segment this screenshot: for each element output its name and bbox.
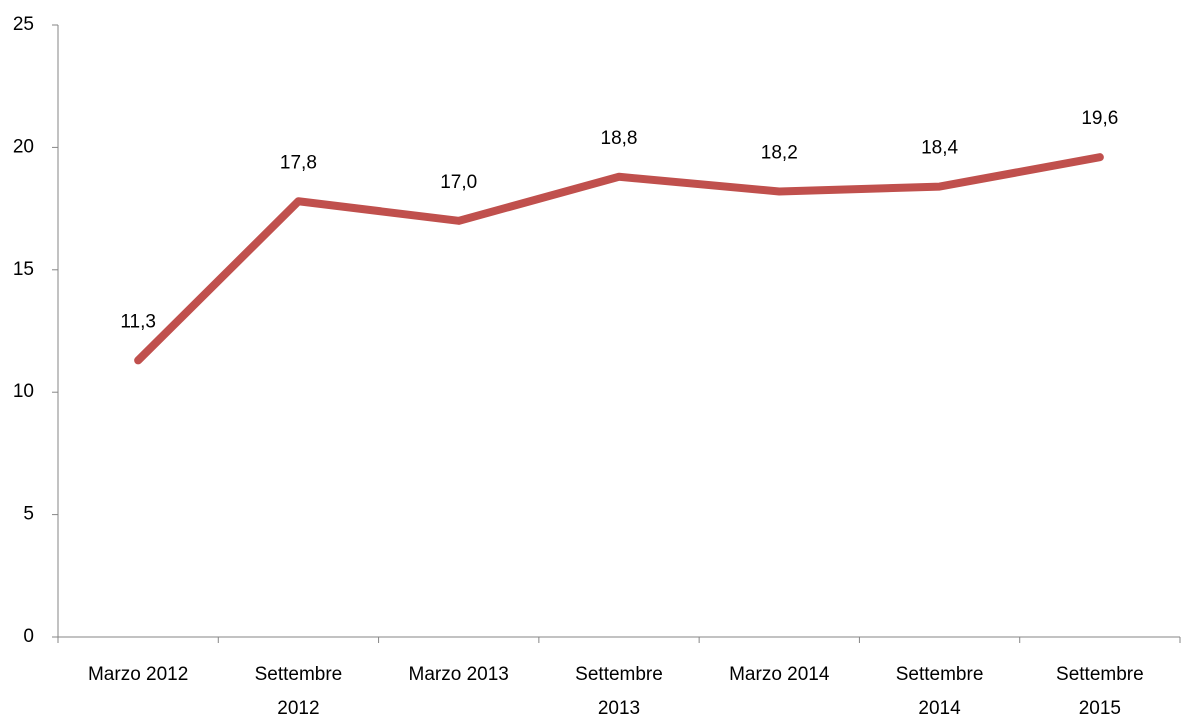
x-tick-label: Marzo 2013 [409,664,509,685]
data-label: 18,4 [921,138,958,159]
data-label: 17,8 [280,152,317,173]
data-label: 11,3 [120,311,156,332]
data-label: 17,0 [440,172,477,193]
y-tick-label: 15 [13,259,34,280]
x-tick-label: Marzo 2014 [729,664,830,685]
y-tick-label: 0 [23,626,34,647]
y-tick-label: 20 [13,136,34,157]
line-series [134,153,1104,365]
x-tick-label: Settembre 2012 [255,664,343,719]
data-label: 19,6 [1081,108,1118,129]
y-tick-label: 25 [13,14,34,35]
y-tick-label: 10 [13,381,34,402]
x-tick-label: Marzo 2012 [88,664,188,685]
data-label: 18,2 [761,142,798,163]
x-tick-label: Settembre 2015 [1056,664,1144,719]
x-tick-label: Settembre 2014 [896,664,984,719]
data-label: 18,8 [601,128,638,149]
x-tick-label: Settembre 2013 [575,664,663,719]
y-tick-label: 5 [23,504,34,525]
